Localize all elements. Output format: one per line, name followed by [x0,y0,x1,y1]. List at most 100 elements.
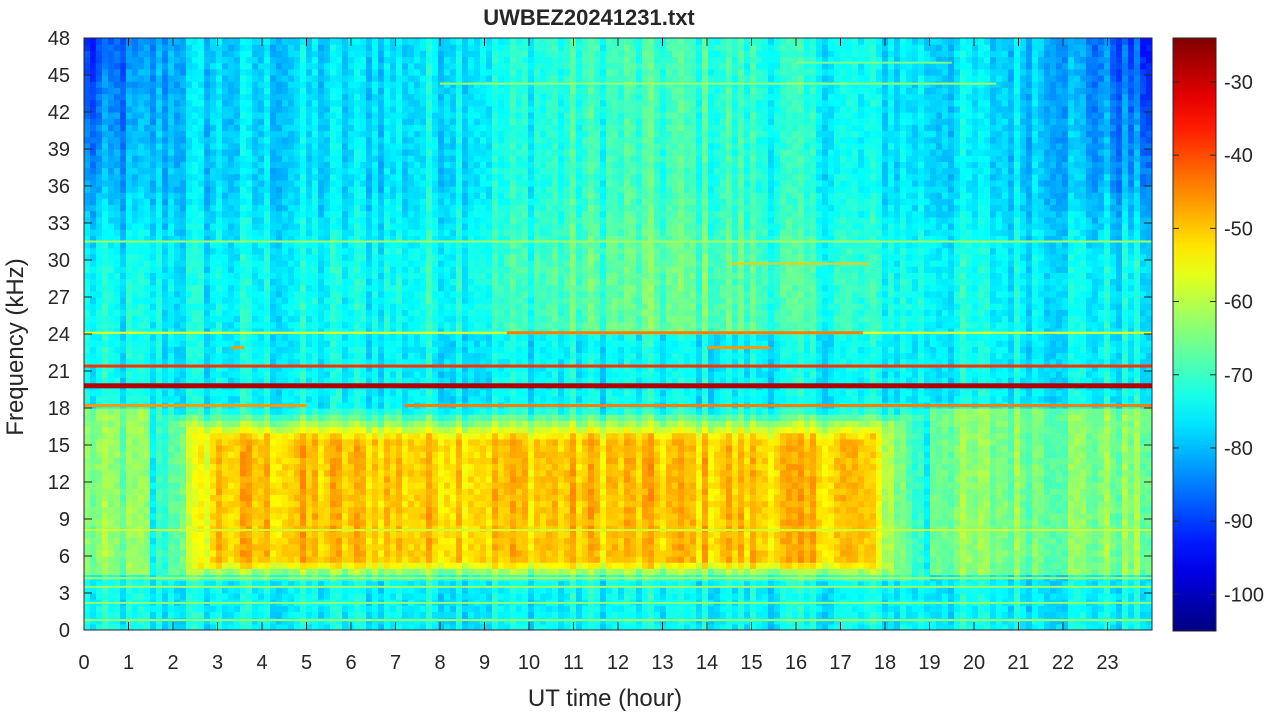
heatmap-cell [366,377,373,384]
heatmap-cell [324,136,331,144]
heatmap-cell [222,38,229,45]
heatmap-cell [264,99,271,107]
heatmap-cell [144,112,151,119]
heatmap-cell [108,75,115,82]
heatmap-cell [378,352,385,360]
heatmap-cell [258,50,265,58]
heatmap-cell [246,247,253,255]
heatmap-cell [252,179,259,187]
heatmap-cell [156,432,163,440]
heatmap-cell [102,340,109,347]
heatmap-cell [366,216,373,224]
heatmap-cell [126,87,133,95]
heatmap-cell [120,352,127,360]
heatmap-cell [318,93,325,101]
heatmap-cell [306,179,313,187]
heatmap-cell [348,173,355,181]
heatmap-cell [186,38,193,45]
heatmap-cell [150,50,157,58]
heatmap-cell [144,38,151,45]
heatmap-cell [378,512,385,520]
heatmap-cell [90,432,97,440]
heatmap-cell [288,179,295,187]
heatmap-cell [144,284,151,292]
heatmap-cell [270,167,277,175]
heatmap-cell [216,580,223,588]
heatmap-cell [198,408,205,415]
heatmap-cell [96,543,103,551]
heatmap-cell [306,395,313,403]
heatmap-cell [294,506,301,514]
heatmap-cell [186,605,193,613]
heatmap-cell [240,623,247,630]
heatmap-cell [390,457,397,465]
heatmap-cell [210,105,217,113]
heatmap-cell [342,408,349,415]
heatmap-cell [366,395,373,403]
heatmap-cell [150,389,157,397]
heatmap-cell [210,580,217,588]
heatmap-cell [246,204,253,212]
heatmap-cell [150,290,157,298]
heatmap-cell [246,543,253,551]
heatmap-cell [384,488,391,495]
heatmap-cell [156,506,163,514]
heatmap-cell [186,568,193,576]
heatmap-cell [138,179,145,187]
heatmap-cell [282,204,289,212]
heatmap-cell [96,389,103,397]
heatmap-cell [294,371,301,378]
heatmap-cell [228,44,235,51]
heatmap-cell [264,38,271,45]
heatmap-cell [228,105,235,113]
heatmap-cell [342,303,349,310]
heatmap-cell [168,136,175,144]
heatmap-cell [264,75,271,82]
heatmap-cell [318,315,325,323]
heatmap-cell [120,334,127,341]
heatmap-cell [168,420,175,428]
heatmap-cell [318,62,325,70]
heatmap-cell [270,482,277,489]
heatmap-cell [150,586,157,594]
heatmap-cell [288,334,295,341]
heatmap-cell [240,512,247,520]
heatmap-cell [186,284,193,292]
heatmap-cell [108,469,115,477]
heatmap-cell [222,253,229,261]
heatmap-cell [120,364,127,372]
heatmap-cell [126,371,133,378]
heatmap-cell [372,506,379,514]
heatmap-cell [216,519,223,526]
heatmap-cell [336,315,343,323]
heatmap-cell [168,235,175,243]
heatmap-cell [330,488,337,495]
heatmap-cell [108,358,115,366]
heatmap-cell [360,475,367,483]
heatmap-cell [270,358,277,366]
heatmap-cell [126,38,133,45]
heatmap-cell [150,512,157,520]
heatmap-cell [234,192,241,199]
heatmap-cell [384,562,391,569]
heatmap-cell [108,445,115,452]
heatmap-cell [390,223,397,230]
heatmap-cell [138,272,145,280]
heatmap-cell [264,303,271,310]
heatmap-cell [120,543,127,551]
heatmap-cell [192,149,199,156]
heatmap-cell [150,210,157,218]
heatmap-cell [372,377,379,384]
heatmap-cell [306,105,313,113]
heatmap-cell [144,451,151,458]
heatmap-cell [210,179,217,187]
heatmap-cell [372,142,379,150]
heatmap-cell [270,309,277,317]
heatmap-cell [252,266,259,273]
heatmap-cell [150,543,157,551]
heatmap-cell [126,179,133,187]
heatmap-cell [270,112,277,119]
heatmap-cell [150,475,157,483]
heatmap-cell [162,161,169,169]
heatmap-cell [174,253,181,261]
